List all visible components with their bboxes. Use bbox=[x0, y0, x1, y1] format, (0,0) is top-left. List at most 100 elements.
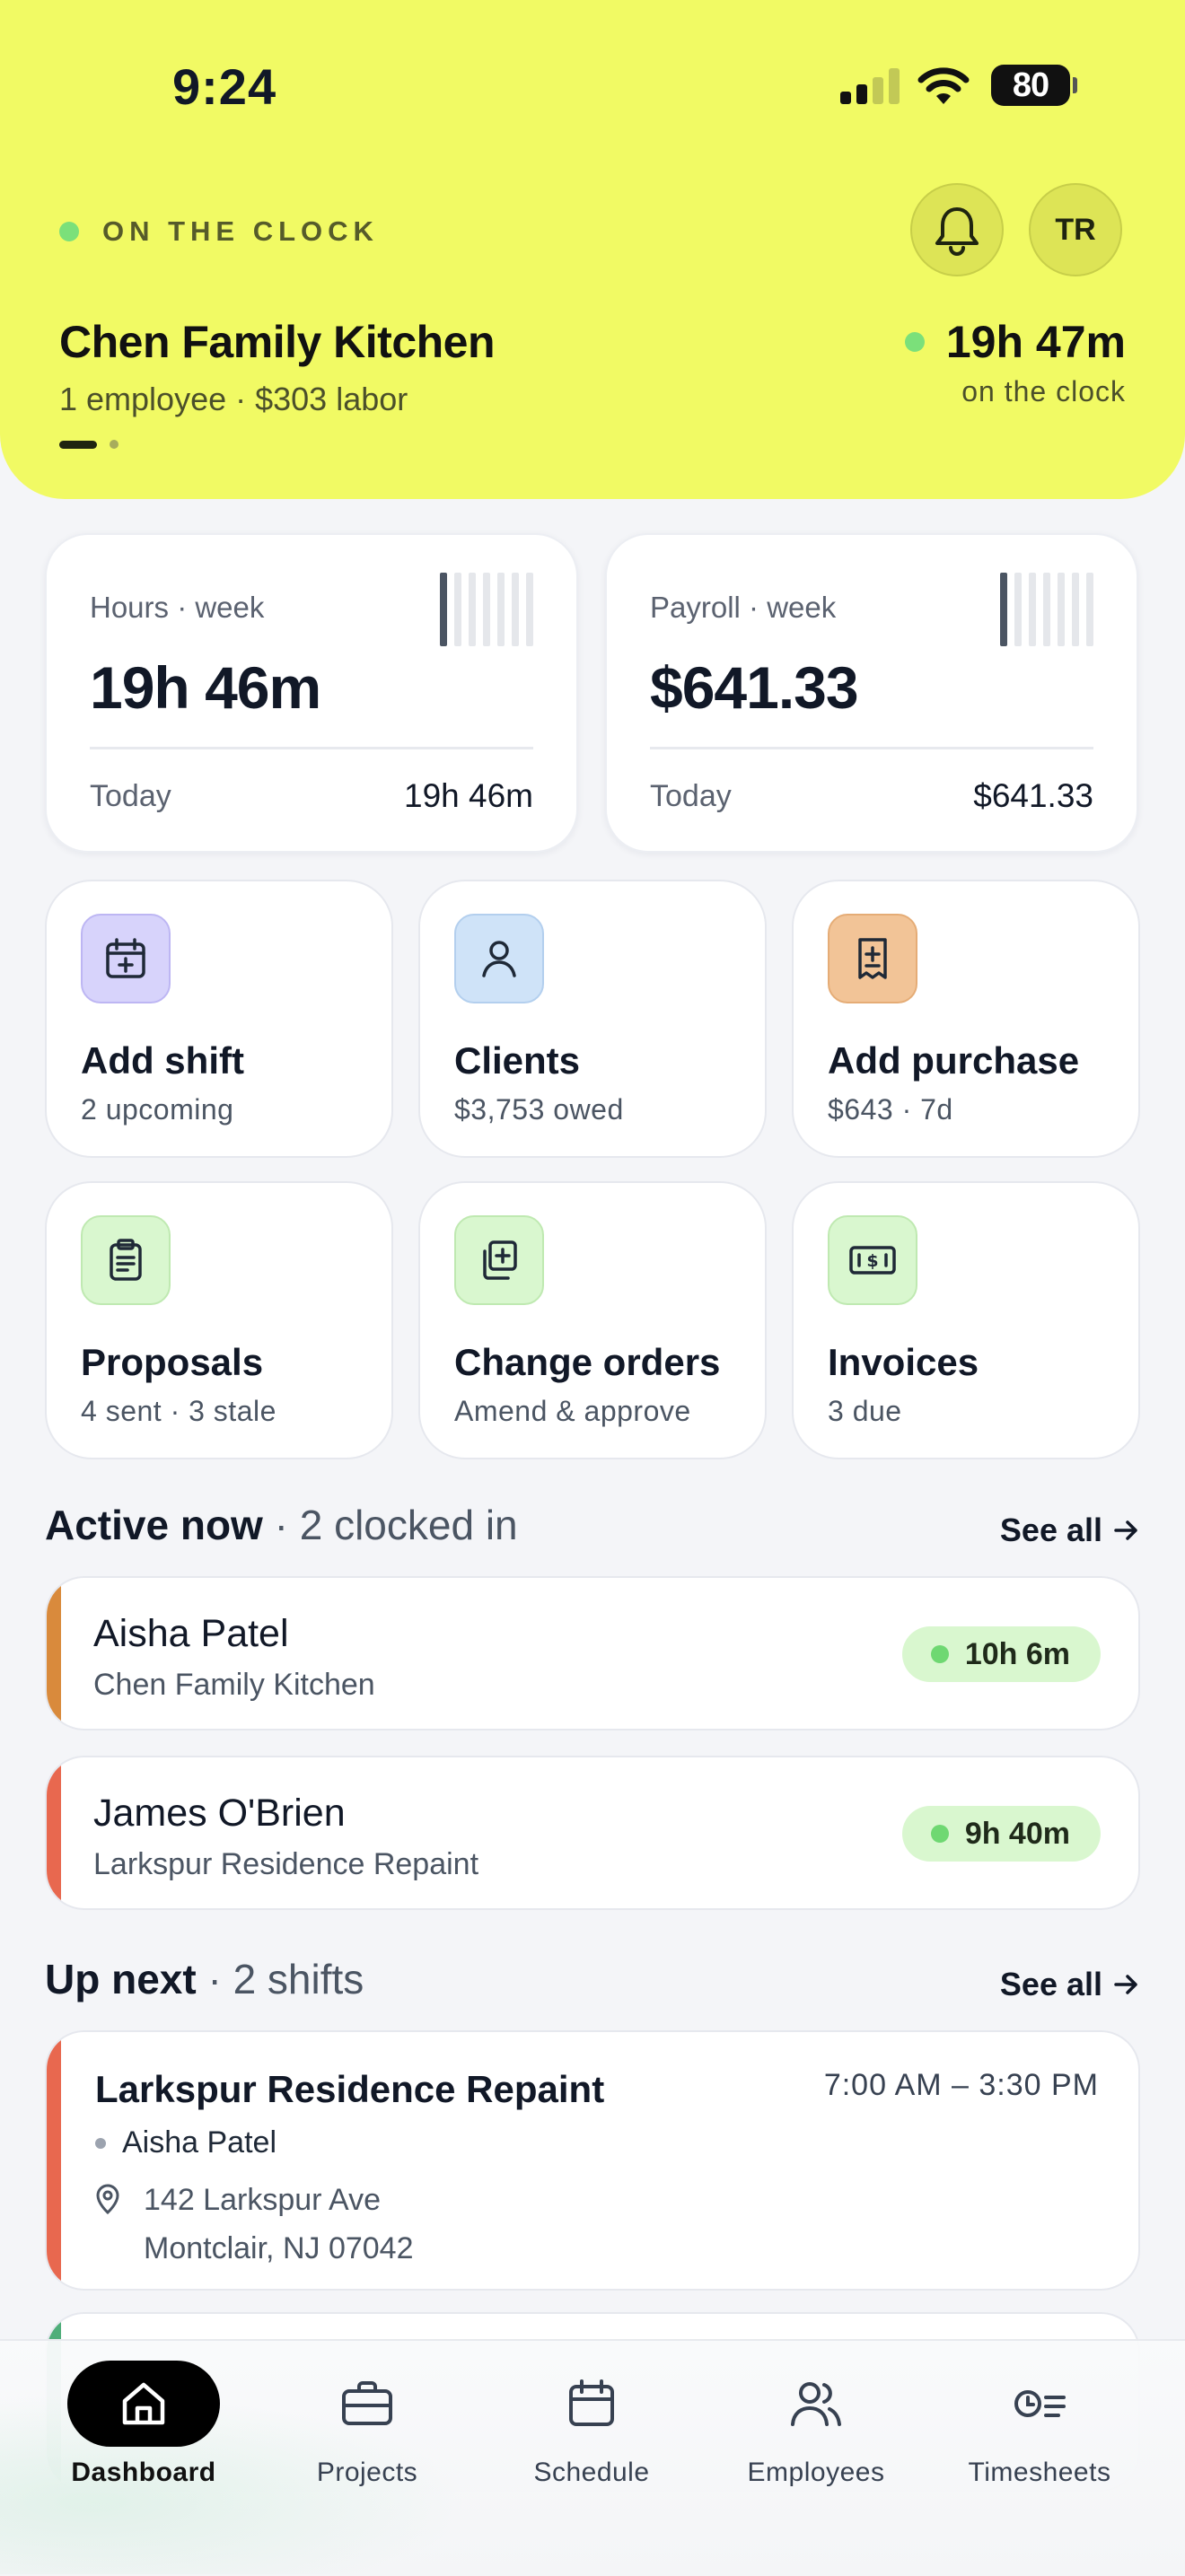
tile-subtitle: $3,753 owed bbox=[454, 1093, 624, 1126]
live-dot bbox=[930, 1645, 949, 1663]
tile-subtitle: $643 · 7d bbox=[828, 1093, 953, 1126]
shift-title: Larkspur Residence Repaint bbox=[95, 2068, 605, 2110]
add-shift-tile[interactable]: Add shift 2 upcoming bbox=[45, 880, 393, 1158]
hours-today-label: Today bbox=[90, 779, 171, 813]
timer-dot bbox=[904, 332, 925, 352]
tile-subtitle: 4 sent · 3 stale bbox=[81, 1395, 276, 1427]
worker-project: Chen Family Kitchen bbox=[93, 1668, 375, 1702]
tile-subtitle: Amend & approve bbox=[454, 1395, 691, 1427]
header: 9:24 80 ON THE CLOCK TR Chen Family Kitc… bbox=[0, 0, 1185, 499]
tab-label: Timesheets bbox=[968, 2458, 1111, 2487]
address-line-1: 142 Larkspur Ave bbox=[144, 2183, 381, 2217]
tab-icon bbox=[67, 2361, 220, 2447]
section-title: Active now bbox=[45, 1502, 263, 1548]
calendar-plus-icon bbox=[81, 914, 171, 1003]
worker-project: Larkspur Residence Repaint bbox=[93, 1847, 479, 1881]
bell-icon bbox=[935, 207, 979, 256]
tab-projects[interactable]: Projects bbox=[277, 2361, 457, 2513]
clock-timer: 19h 47m bbox=[904, 316, 1126, 368]
briefcase-icon bbox=[342, 2381, 392, 2425]
section-count: · 2 clocked in bbox=[274, 1502, 518, 1548]
invoices-tile[interactable]: $ Invoices 3 due bbox=[792, 1181, 1140, 1459]
hours-sparkline bbox=[440, 573, 533, 646]
project-title[interactable]: Chen Family Kitchen bbox=[59, 317, 496, 367]
tab-icon bbox=[963, 2361, 1116, 2447]
bullet bbox=[95, 2137, 106, 2149]
accent-bar bbox=[47, 1757, 61, 1908]
tab-label: Projects bbox=[316, 2458, 418, 2487]
see-all-label: See all bbox=[999, 1511, 1102, 1548]
battery-icon: 80 bbox=[991, 65, 1077, 106]
signal-icon bbox=[840, 68, 901, 104]
tile-title: Clients bbox=[454, 1039, 581, 1082]
hours-value: 19h 46m bbox=[90, 654, 321, 721]
add-purchase-tile[interactable]: Add purchase $643 · 7d bbox=[792, 880, 1140, 1158]
bottom-tab-bar: Dashboard Projects Schedule Employees bbox=[0, 2339, 1185, 2576]
accent-bar bbox=[47, 1578, 61, 1729]
status-time: 9:24 bbox=[172, 58, 277, 115]
timer-value: 19h 47m bbox=[945, 317, 1126, 367]
notifications-button[interactable] bbox=[910, 183, 1004, 276]
hours-today-value: 19h 46m bbox=[404, 777, 533, 814]
payroll-today-label: Today bbox=[650, 779, 732, 813]
section-title: Up next bbox=[45, 1956, 197, 2002]
up-next-heading: Up next · 2 shifts bbox=[45, 1955, 364, 2003]
active-worker-card[interactable]: Aisha Patel Chen Family Kitchen 10h 6m bbox=[45, 1576, 1140, 1730]
elapsed-time: 10h 6m bbox=[964, 1636, 1070, 1671]
see-all-label: See all bbox=[999, 1966, 1102, 2002]
clipboard-icon bbox=[81, 1215, 171, 1305]
live-dot bbox=[930, 1825, 949, 1843]
tile-title: Invoices bbox=[828, 1341, 979, 1383]
tab-timesheets[interactable]: Timesheets bbox=[950, 2361, 1129, 2513]
worker-name: James O'Brien bbox=[93, 1792, 346, 1835]
cash-icon: $ bbox=[828, 1215, 917, 1305]
tile-title: Proposals bbox=[81, 1341, 264, 1383]
elapsed-time: 9h 40m bbox=[964, 1816, 1070, 1851]
up-next-see-all-link[interactable]: See all bbox=[1000, 1966, 1140, 2003]
tab-icon bbox=[291, 2361, 443, 2447]
home-icon bbox=[122, 2382, 165, 2425]
person-icon bbox=[454, 914, 544, 1003]
tab-icon bbox=[740, 2361, 892, 2447]
tab-label: Employees bbox=[747, 2458, 885, 2487]
payroll-card[interactable]: Payroll · week $641.33 Today $641.33 bbox=[605, 533, 1138, 853]
tile-title: Change orders bbox=[454, 1341, 721, 1383]
tile-subtitle: 2 upcoming bbox=[81, 1093, 234, 1126]
divider bbox=[90, 747, 533, 749]
shift-time: 7:00 AM – 3:30 PM bbox=[823, 2068, 1099, 2102]
arrow-right-icon bbox=[1114, 1975, 1137, 1994]
tab-label: Schedule bbox=[533, 2458, 650, 2487]
proposals-tile[interactable]: Proposals 4 sent · 3 stale bbox=[45, 1181, 393, 1459]
upcoming-shift-card[interactable]: Larkspur Residence Repaint 7:00 AM – 3:3… bbox=[45, 2030, 1140, 2291]
clock-status-label: ON THE CLOCK bbox=[102, 215, 379, 247]
payroll-sparkline bbox=[1000, 573, 1093, 646]
tab-dashboard[interactable]: Dashboard bbox=[54, 2361, 233, 2513]
elapsed-time-badge: 9h 40m bbox=[901, 1806, 1101, 1862]
active-now-see-all-link[interactable]: See all bbox=[1000, 1511, 1140, 1549]
address-line-2: Montclair, NJ 07042 bbox=[144, 2231, 414, 2265]
payroll-value: $641.33 bbox=[650, 654, 859, 721]
project-subtitle: 1 employee · $303 labor bbox=[59, 381, 408, 417]
active-worker-card[interactable]: James O'Brien Larkspur Residence Repaint… bbox=[45, 1756, 1140, 1910]
tab-icon bbox=[515, 2361, 668, 2447]
tab-employees[interactable]: Employees bbox=[726, 2361, 906, 2513]
tile-title: Add shift bbox=[81, 1039, 244, 1082]
tab-schedule[interactable]: Schedule bbox=[502, 2361, 681, 2513]
clients-tile[interactable]: Clients $3,753 owed bbox=[418, 880, 767, 1158]
divider bbox=[650, 747, 1093, 749]
worker-name: Aisha Patel bbox=[93, 1612, 289, 1655]
timer-label: on the clock bbox=[961, 375, 1126, 407]
tab-label: Dashboard bbox=[71, 2458, 216, 2487]
section-count: · 2 shifts bbox=[207, 1956, 364, 2002]
tile-title: Add purchase bbox=[828, 1039, 1080, 1082]
svg-text:$: $ bbox=[866, 1251, 878, 1271]
receipt-icon bbox=[828, 914, 917, 1003]
change-orders-tile[interactable]: Change orders Amend & approve bbox=[418, 1181, 767, 1459]
page-indicator[interactable] bbox=[59, 440, 118, 449]
avatar[interactable]: TR bbox=[1029, 183, 1122, 276]
tile-subtitle: 3 due bbox=[828, 1395, 902, 1427]
page-dot bbox=[110, 440, 118, 449]
hours-card[interactable]: Hours · week 19h 46m Today 19h 46m bbox=[45, 533, 578, 853]
shift-worker: Aisha Patel bbox=[95, 2125, 276, 2160]
clock-status: ON THE CLOCK bbox=[59, 215, 379, 248]
